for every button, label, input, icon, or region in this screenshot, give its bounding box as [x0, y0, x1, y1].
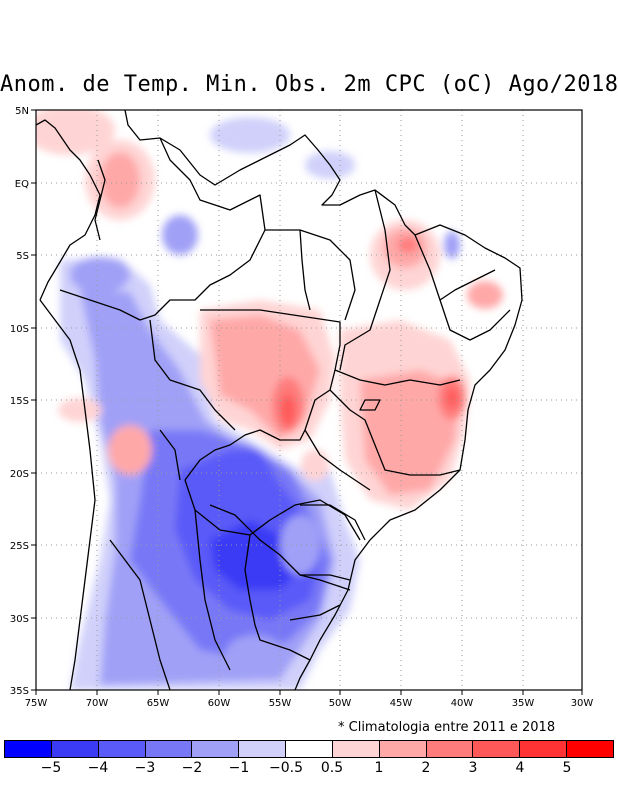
legend-label: 4: [515, 760, 525, 776]
anomaly-field: [36, 110, 503, 690]
legend-label: 0.5: [320, 760, 344, 776]
positive-anomaly-region: [360, 370, 460, 495]
legend-label: −1: [228, 760, 250, 776]
lat-label: 5N: [15, 106, 29, 117]
coastline: [39, 299, 96, 690]
legend-swatch: [98, 741, 146, 757]
lon-label: 70W: [86, 698, 109, 709]
lon-label: 40W: [451, 698, 474, 709]
longitude-labels: 75W 70W 65W 60W 55W 50W 45W 40W 35W 30W: [25, 698, 594, 709]
legend-label: 2: [421, 760, 431, 776]
country-border: [209, 504, 351, 591]
legend-label: 1: [374, 760, 384, 776]
country-border: [184, 479, 361, 541]
legend-swatch: [5, 741, 52, 757]
positive-anomaly-region: [36, 110, 115, 155]
legend-label: 3: [468, 760, 478, 776]
map-title: Anom. de Temp. Min. Obs. 2m CPC (oC) Ago…: [0, 72, 618, 97]
color-legend: [4, 740, 614, 758]
lon-label: 50W: [329, 698, 352, 709]
positive-anomaly-region: [446, 388, 458, 408]
state-border: [439, 269, 496, 301]
negative-anomaly-region: [70, 257, 130, 293]
lon-label: 45W: [390, 698, 413, 709]
lat-label: 10S: [10, 324, 29, 335]
positive-anomaly-region: [100, 152, 140, 208]
state-border: [304, 429, 371, 491]
country-border: [244, 534, 311, 661]
state-border: [334, 369, 461, 386]
legend-label: −4: [87, 760, 109, 776]
lon-label: 55W: [269, 698, 292, 709]
legend-label: 5: [562, 760, 572, 776]
legend-swatch: [145, 741, 193, 757]
state-border: [194, 509, 231, 671]
state-border: [265, 229, 356, 321]
legend-swatch: [192, 741, 240, 757]
positive-anomaly-region: [58, 398, 102, 422]
positive-anomaly-region: [301, 449, 329, 481]
climatology-note: * Climatologia entre 2011 e 2018: [338, 720, 556, 735]
legend-swatch: [473, 741, 521, 757]
state-border: [159, 429, 181, 481]
coastline: [124, 110, 523, 690]
lat-label: 25S: [10, 541, 29, 552]
lat-label: 20S: [10, 469, 29, 480]
lon-label: 75W: [25, 698, 48, 709]
positive-anomaly-region: [281, 394, 295, 426]
negative-anomaly-region: [210, 117, 290, 153]
lon-label: 35W: [512, 698, 535, 709]
negative-anomaly-region: [162, 215, 198, 255]
state-border: [300, 574, 351, 581]
legend-swatch: [51, 741, 99, 757]
state-border: [289, 604, 341, 621]
lat-label: 5S: [16, 251, 29, 262]
lon-label: 65W: [147, 698, 170, 709]
legend-label: −2: [181, 760, 203, 776]
legend-swatch: [239, 741, 287, 757]
legend-label: −0.5: [269, 760, 303, 776]
legend-label: −3: [134, 760, 156, 776]
legend-swatch: [567, 741, 613, 757]
state-border: [339, 189, 391, 371]
state-border: [359, 399, 381, 411]
lon-label: 30W: [571, 698, 594, 709]
lat-label: 30S: [10, 614, 29, 625]
legend-swatch: [426, 741, 474, 757]
country-border: [59, 137, 266, 321]
state-border: [414, 234, 511, 341]
negative-anomaly-region: [444, 231, 460, 259]
latitude-labels: 5N EQ 5S 10S 15S 20S 25S 30S 35S: [10, 106, 29, 697]
lon-label: 60W: [208, 698, 231, 709]
state-border: [329, 389, 461, 476]
coastline: [36, 119, 101, 301]
axis-ticks: [31, 109, 583, 695]
positive-anomaly-region: [467, 281, 503, 309]
legend-swatch: [520, 741, 568, 757]
legend-swatch: [286, 741, 333, 757]
legend-swatch: [332, 741, 380, 757]
negative-anomaly-region: [280, 515, 320, 575]
state-border: [109, 539, 171, 690]
country-border: [149, 319, 236, 431]
legend-label: −5: [40, 760, 62, 776]
lat-label: 35S: [10, 686, 29, 697]
negative-anomaly-region: [230, 450, 275, 495]
state-border: [299, 229, 311, 311]
country-border: [184, 309, 341, 481]
coastline-borders: [36, 110, 523, 690]
state-border: [300, 504, 366, 541]
lat-label: 15S: [10, 396, 29, 407]
legend-swatch: [379, 741, 427, 757]
negative-anomaly-region: [210, 520, 300, 590]
country-border: [94, 159, 106, 241]
negative-anomaly-region: [225, 635, 285, 675]
positive-anomaly-region: [108, 425, 152, 475]
lat-label: EQ: [15, 179, 29, 190]
positive-anomaly-region: [398, 237, 418, 253]
